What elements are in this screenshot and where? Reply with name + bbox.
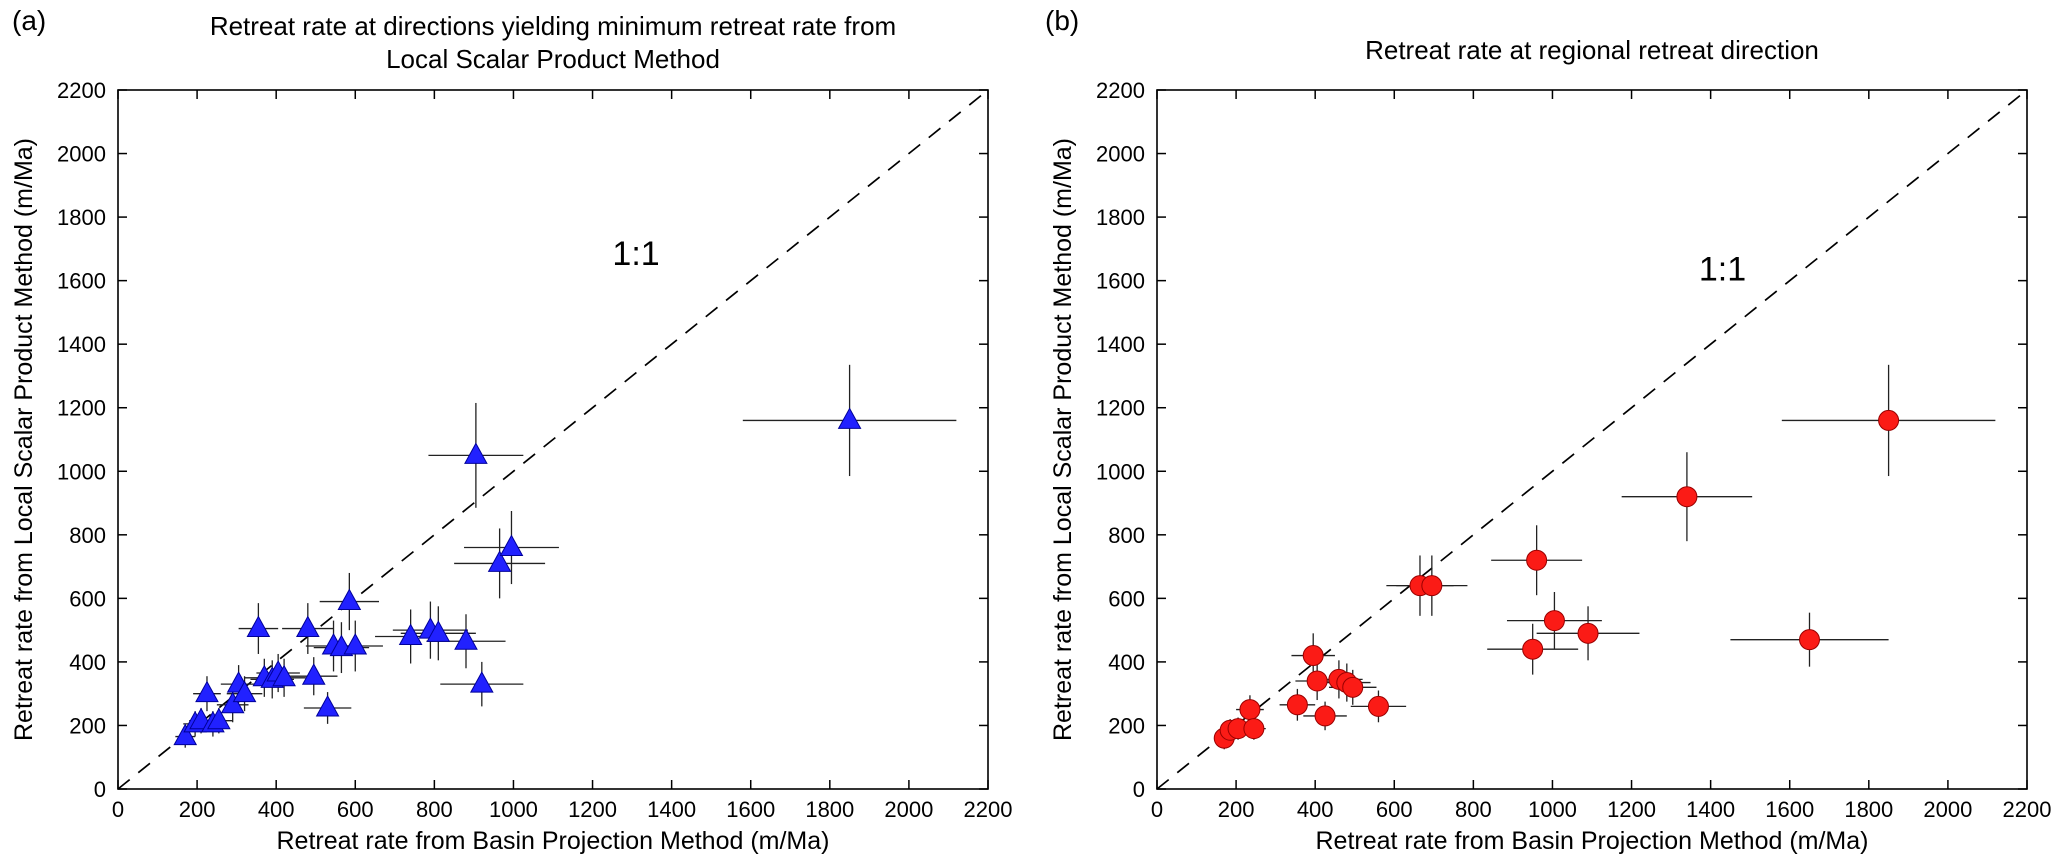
svg-text:2000: 2000	[1096, 142, 1145, 167]
svg-text:1:1: 1:1	[612, 235, 659, 273]
svg-text:0: 0	[1133, 777, 1145, 802]
svg-text:200: 200	[1218, 797, 1255, 822]
svg-text:800: 800	[416, 797, 453, 822]
svg-text:1000: 1000	[1096, 459, 1145, 484]
svg-text:1200: 1200	[1096, 396, 1145, 421]
svg-text:600: 600	[1108, 586, 1145, 611]
panel-a-plot-area: 1:1 00 200 200 400 400 600 600 800 800 1000 1000 120…	[57, 78, 1013, 822]
svg-text:2200: 2200	[57, 78, 106, 103]
panel-a-x-axis-label: Retreat rate from Basin Projection Metho…	[276, 827, 830, 855]
svg-text:1800: 1800	[1096, 205, 1145, 230]
svg-text:0: 0	[112, 797, 124, 822]
svg-text:1600: 1600	[1096, 269, 1145, 294]
svg-text:1800: 1800	[57, 205, 106, 230]
svg-text:0: 0	[1151, 797, 1163, 822]
svg-text:0: 0	[94, 777, 106, 802]
svg-text:800: 800	[1455, 797, 1492, 822]
svg-text:1600: 1600	[1765, 797, 1814, 822]
panel-b-title: Retreat rate at regional retreat directi…	[1365, 35, 1819, 65]
svg-text:1000: 1000	[1528, 797, 1577, 822]
svg-text:1800: 1800	[805, 797, 854, 822]
svg-text:1200: 1200	[1607, 797, 1656, 822]
svg-text:200: 200	[1108, 713, 1145, 738]
svg-text:1400: 1400	[1096, 332, 1145, 357]
svg-text:800: 800	[69, 523, 106, 548]
svg-text:1000: 1000	[489, 797, 538, 822]
panel-a-label: (a)	[12, 5, 47, 36]
svg-text:1600: 1600	[726, 797, 775, 822]
svg-text:2000: 2000	[1923, 797, 1972, 822]
svg-text:2000: 2000	[57, 142, 106, 167]
svg-text:2200: 2200	[964, 797, 1013, 822]
svg-text:2000: 2000	[884, 797, 933, 822]
panel-b-label: (b)	[1045, 5, 1080, 36]
svg-text:1400: 1400	[57, 332, 106, 357]
svg-text:400: 400	[258, 797, 295, 822]
svg-text:400: 400	[1108, 650, 1145, 675]
svg-text:1400: 1400	[647, 797, 696, 822]
panel-b-plot-area: 1:1 00 200 200 400 400 600 600 800 800 1000 1000 120…	[1096, 78, 2052, 822]
panel-a: (a) Retreat rate at directions yielding …	[0, 0, 1033, 865]
svg-text:400: 400	[1297, 797, 1334, 822]
svg-text:600: 600	[1376, 797, 1413, 822]
svg-text:1000: 1000	[57, 459, 106, 484]
panel-b: (b) Retreat rate at regional retreat dir…	[1033, 0, 2066, 865]
panel-b-x-axis-label: Retreat rate from Basin Projection Metho…	[1315, 827, 1869, 855]
svg-text:1600: 1600	[57, 269, 106, 294]
svg-text:600: 600	[337, 797, 374, 822]
svg-text:200: 200	[69, 713, 106, 738]
svg-text:1800: 1800	[1844, 797, 1893, 822]
svg-text:1400: 1400	[1686, 797, 1735, 822]
svg-text:200: 200	[179, 797, 216, 822]
svg-text:1:1: 1:1	[1699, 251, 1746, 289]
svg-text:400: 400	[69, 650, 106, 675]
svg-text:1200: 1200	[57, 396, 106, 421]
svg-text:600: 600	[69, 586, 106, 611]
svg-text:800: 800	[1108, 523, 1145, 548]
svg-text:2200: 2200	[1096, 78, 1145, 103]
svg-text:2200: 2200	[2003, 797, 2052, 822]
panel-a-title: Retreat rate at directions yielding mini…	[209, 11, 897, 74]
svg-text:1200: 1200	[568, 797, 617, 822]
